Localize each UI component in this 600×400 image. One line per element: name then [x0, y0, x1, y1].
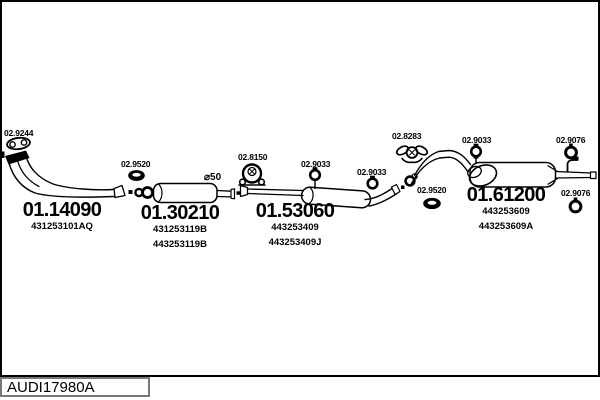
- part-number: 01.53060: [255, 200, 335, 222]
- section-middle-silencer: 01.30210 431253119B 443253119B: [125, 203, 235, 252]
- oem-ref: 443253609: [482, 206, 530, 217]
- oem-ref: 431253119B: [153, 224, 207, 235]
- part-number: 01.30210: [140, 202, 220, 224]
- fitting-ref-seal-rear: 02.9520: [417, 185, 447, 195]
- section-rear-silencer: 01.61200 443253609 443253609A: [451, 185, 561, 234]
- olive-seal-icon: [128, 170, 145, 181]
- front-pipe-drawing: [5, 150, 133, 199]
- tailpipe-ring-icon: [568, 197, 583, 214]
- joint-marker: [128, 190, 133, 194]
- fitting-ref-clamp: 02.8150: [238, 152, 268, 162]
- fitting-ref-hanger-3: 02.9033: [462, 135, 492, 145]
- section-front-pipe: 01.14090 431253101AQ: [7, 200, 117, 235]
- rubber-hanger-icon: [469, 143, 483, 158]
- vehicle-code: AUDI17980A: [7, 379, 95, 396]
- tailpipe-end-marker: [589, 171, 597, 180]
- page-edge-mark: [0, 151, 5, 158]
- rear-silencer-drawing: [404, 149, 597, 188]
- flange-gasket-icon: [6, 136, 31, 151]
- tailpipe-ring-icon: [564, 143, 578, 160]
- oem-ref: 443253409: [271, 222, 319, 233]
- clamp-icon: [238, 163, 266, 186]
- joint-marker: [401, 185, 405, 189]
- fitting-ref-seal-front: 02.9520: [121, 159, 151, 169]
- fitting-ref-tail-ring-top: 02.9076: [556, 135, 586, 145]
- centre-silencer-drawing: [239, 179, 405, 209]
- part-number: 01.61200: [466, 184, 546, 206]
- mounting-bracket-icon: [395, 145, 429, 164]
- diameter-note: ⌀50: [204, 172, 222, 183]
- rubber-hanger-icon: [308, 167, 322, 182]
- oem-ref: 443253119B: [153, 238, 207, 250]
- oem-ref: 431253101AQ: [31, 221, 93, 232]
- fitting-ref-bracket: 02.8283: [392, 131, 422, 141]
- fitting-ref-tail-ring-bot: 02.9076: [561, 188, 591, 198]
- vehicle-code-box: AUDI17980A: [0, 377, 150, 397]
- part-number: 01.14090: [22, 199, 102, 221]
- fitting-ref-hanger-1: 02.9033: [301, 159, 331, 169]
- section-centre-silencer: 01.53060 443253409 443253409J: [240, 201, 350, 250]
- middle-silencer-drawing: [134, 182, 240, 204]
- olive-seal-icon: [423, 197, 441, 210]
- fitting-ref-hanger-2: 02.9033: [357, 167, 387, 177]
- fitting-ref-gasket: 02.9244: [4, 128, 34, 138]
- rubber-hanger-icon: [366, 175, 379, 190]
- oem-ref: 443253609A: [478, 220, 534, 232]
- oem-ref: 443253409J: [268, 236, 322, 248]
- joint-marker: [236, 191, 240, 195]
